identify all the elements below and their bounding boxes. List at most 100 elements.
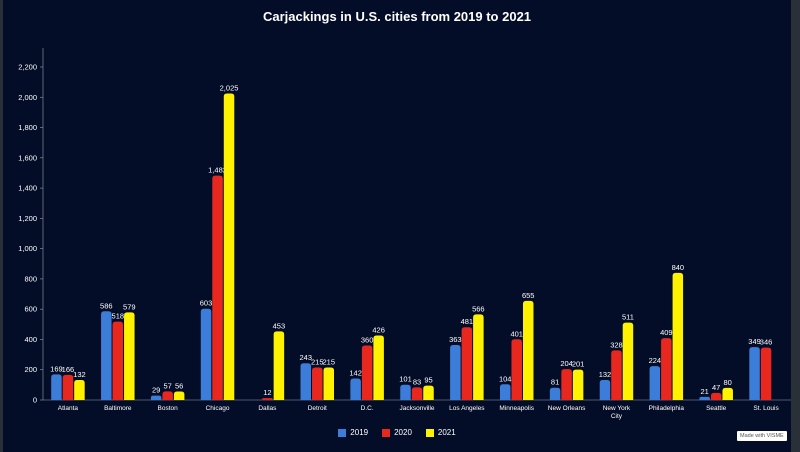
- bar-2021: [173, 391, 185, 400]
- data-label: 204: [560, 359, 573, 368]
- bar-2019: [150, 395, 162, 400]
- data-label: 57: [163, 381, 171, 390]
- bar-2020: [760, 347, 772, 400]
- bar-2021: [572, 369, 584, 400]
- x-tick-label: Minneapolis: [499, 405, 534, 412]
- bar-2019: [499, 384, 511, 400]
- x-tick-label: Baltimore: [104, 405, 132, 412]
- bar-2021: [373, 335, 384, 400]
- data-label: 518: [112, 312, 125, 321]
- bar-2020: [511, 339, 522, 400]
- data-label: 47: [712, 383, 720, 392]
- x-tick-label: St. Louis: [753, 405, 779, 412]
- bar-2019: [599, 380, 611, 400]
- x-tick-label: New Orleans: [548, 405, 586, 412]
- data-label: 83: [413, 377, 421, 386]
- chart-frame: Carjackings in U.S. cities from 2019 to …: [3, 0, 791, 452]
- bar-2021: [74, 380, 85, 400]
- y-tick-label: 1,000: [18, 244, 37, 253]
- data-label: 224: [649, 356, 662, 365]
- y-tick-label: 600: [24, 305, 37, 314]
- data-label: 1,482: [208, 166, 227, 175]
- bar-2020: [212, 175, 223, 400]
- bar-2020: [461, 327, 473, 400]
- y-tick-label: 1,400: [18, 184, 37, 193]
- data-label: 360: [361, 336, 374, 345]
- bar-2019: [300, 363, 312, 400]
- data-label: 453: [273, 321, 286, 330]
- x-tick-label: City: [611, 413, 623, 420]
- data-label: 21: [701, 387, 709, 396]
- bar-2021: [223, 93, 235, 400]
- data-label: 101: [399, 375, 412, 384]
- bar-2019: [101, 311, 112, 400]
- data-label: 132: [599, 370, 612, 379]
- data-label: 586: [100, 301, 113, 310]
- bar-2020: [611, 350, 622, 400]
- bar-2021: [423, 385, 434, 400]
- legend-item-2020[interactable]: 2020: [382, 428, 412, 437]
- data-label: 346: [760, 338, 773, 347]
- data-label: 655: [522, 291, 535, 300]
- data-label: 95: [424, 376, 432, 385]
- data-label: 481: [461, 317, 474, 326]
- data-label: 566: [472, 304, 485, 313]
- bar-2019: [699, 396, 710, 400]
- bar-2019: [400, 384, 411, 400]
- y-tick-label: 1,800: [18, 123, 37, 132]
- bar-2021: [124, 312, 135, 400]
- x-tick-label: Dallas: [258, 405, 277, 412]
- x-tick-label: Seattle: [706, 405, 727, 412]
- x-tick-label: Los Angeles: [449, 405, 485, 412]
- data-label: 840: [672, 263, 685, 272]
- data-label: 104: [499, 374, 512, 383]
- data-label: 579: [123, 302, 136, 311]
- bar-2021: [273, 331, 285, 400]
- data-label: 328: [610, 340, 623, 349]
- bar-2021: [522, 300, 534, 400]
- data-label: 409: [660, 328, 673, 337]
- y-tick-label: 800: [24, 274, 37, 283]
- watermark: Made with VISME: [737, 431, 787, 441]
- bar-2020: [710, 392, 722, 400]
- bar-2020: [262, 398, 273, 400]
- data-label: 166: [62, 365, 75, 374]
- legend: 2019 2020 2021: [3, 428, 791, 437]
- legend-item-2019[interactable]: 2019: [338, 428, 368, 437]
- bar-2019: [51, 374, 62, 400]
- legend-label: 2021: [437, 428, 456, 437]
- x-tick-label: Chicago: [206, 405, 230, 412]
- bar-2021: [722, 387, 733, 400]
- y-tick-label: 1,600: [18, 153, 37, 162]
- legend-item-2021[interactable]: 2021: [425, 428, 456, 437]
- bar-2020: [661, 338, 672, 400]
- y-tick-label: 0: [33, 396, 37, 405]
- x-tick-label: D.C.: [361, 405, 374, 412]
- data-label: 215: [323, 357, 336, 366]
- y-tick-label: 2,200: [18, 63, 37, 72]
- data-label: 56: [175, 382, 183, 391]
- y-tick-label: 1,200: [18, 214, 37, 223]
- bar-2019: [549, 387, 561, 400]
- legend-swatch: [338, 428, 347, 437]
- data-label: 132: [73, 370, 86, 379]
- data-label: 401: [510, 329, 523, 338]
- data-label: 29: [152, 386, 160, 395]
- data-label: 243: [300, 353, 313, 362]
- bar-2020: [561, 369, 572, 400]
- bar-2020: [112, 321, 124, 400]
- data-label: 169: [50, 364, 63, 373]
- data-label: 349: [748, 337, 761, 346]
- data-label: 511: [622, 313, 634, 322]
- legend-label: 2020: [394, 428, 412, 437]
- x-tick-label: Boston: [158, 405, 179, 412]
- bar-2019: [450, 345, 461, 400]
- x-tick-label: New York: [603, 405, 631, 412]
- data-label: 2,025: [220, 83, 239, 92]
- data-label: 201: [572, 360, 585, 369]
- data-label: 142: [349, 369, 362, 378]
- y-tick-label: 400: [24, 335, 37, 344]
- bar-2021: [622, 322, 634, 400]
- y-tick-label: 200: [24, 365, 37, 374]
- bar-2020: [62, 374, 74, 400]
